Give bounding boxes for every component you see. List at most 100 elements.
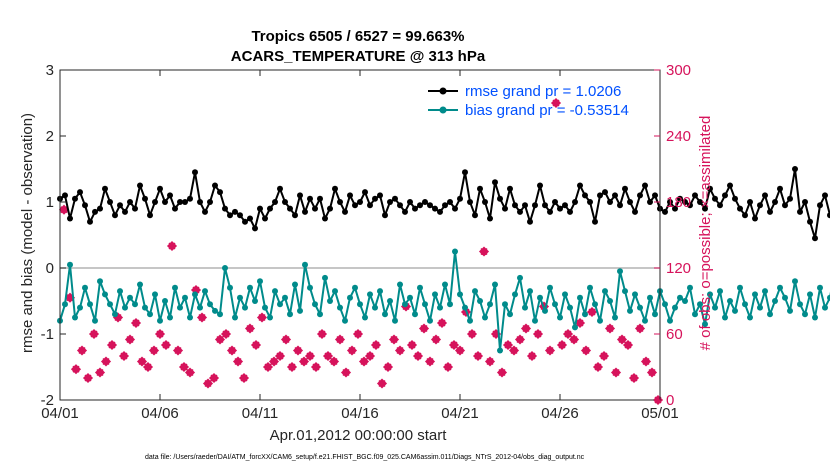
obs-count-marker bbox=[160, 339, 172, 351]
obs-count-marker bbox=[622, 339, 634, 351]
bias-point bbox=[452, 248, 458, 255]
bias-point bbox=[272, 288, 278, 295]
rmse-point bbox=[757, 202, 763, 209]
bias-point bbox=[487, 301, 493, 308]
obs-count-marker bbox=[280, 334, 292, 345]
rmse-point bbox=[817, 202, 823, 209]
rmse-point bbox=[652, 192, 658, 199]
bias-point bbox=[792, 278, 798, 285]
rmse-point bbox=[642, 182, 648, 189]
obs-count-marker bbox=[592, 361, 604, 373]
bias-point bbox=[287, 311, 293, 318]
rmse-point bbox=[637, 192, 643, 199]
bias-point bbox=[352, 284, 358, 291]
bias-point bbox=[762, 288, 768, 295]
bias-point bbox=[282, 294, 288, 301]
rmse-point bbox=[442, 202, 448, 209]
bias-point bbox=[597, 317, 603, 324]
bias-point bbox=[517, 274, 523, 281]
bias-point bbox=[297, 307, 303, 314]
obs-count-marker bbox=[298, 356, 310, 367]
bias-point bbox=[777, 284, 783, 291]
obs-count-marker bbox=[124, 334, 136, 345]
obs-count-marker bbox=[250, 339, 262, 351]
bias-point bbox=[457, 291, 463, 298]
obs-count-marker bbox=[244, 323, 256, 334]
y-tick-label-left: 1 bbox=[46, 194, 54, 211]
bias-point bbox=[467, 317, 473, 324]
bias-point bbox=[157, 317, 163, 324]
bias-point bbox=[692, 311, 698, 318]
rmse-point bbox=[102, 185, 108, 192]
rmse-point bbox=[192, 169, 198, 176]
rmse-point bbox=[402, 208, 408, 215]
y-tick-label-right: 180 bbox=[666, 194, 691, 211]
rmse-point bbox=[762, 192, 768, 199]
bias-point bbox=[192, 291, 198, 298]
legend: rmse grand pr = 1.0206 bias grand pr = -… bbox=[428, 83, 629, 119]
bias-point bbox=[72, 314, 78, 321]
obs-count-marker bbox=[514, 334, 526, 345]
bias-point bbox=[232, 314, 238, 321]
rmse-point bbox=[492, 179, 498, 186]
rmse-point bbox=[802, 199, 808, 205]
obs-count-marker bbox=[526, 350, 538, 362]
bias-point bbox=[602, 288, 608, 295]
rmse-point bbox=[332, 185, 338, 192]
obs-count-marker bbox=[448, 339, 460, 351]
obs-count-marker bbox=[166, 240, 178, 252]
rmse-point bbox=[572, 199, 578, 205]
rmse-point bbox=[472, 212, 478, 219]
rmse-point bbox=[547, 208, 553, 215]
x-tick-label: 04/06 bbox=[141, 405, 179, 422]
y-axis-label-right: # of obs: o=possible; ×=assimilated bbox=[697, 116, 714, 351]
bias-point bbox=[97, 278, 103, 285]
bias-point bbox=[147, 311, 153, 318]
obs-count-marker bbox=[556, 339, 568, 351]
legend-rmse-marker bbox=[439, 87, 447, 95]
bias-point bbox=[77, 304, 83, 311]
obs-count-marker bbox=[172, 345, 184, 356]
obs-count-marker bbox=[628, 372, 640, 384]
rmse-point bbox=[377, 192, 383, 199]
rmse-point bbox=[617, 202, 623, 209]
rmse-point bbox=[747, 199, 753, 205]
rmse-point bbox=[257, 205, 263, 212]
bias-point bbox=[527, 288, 533, 295]
obs-count-marker bbox=[496, 367, 508, 378]
bias-point bbox=[727, 298, 733, 304]
obs-count-marker bbox=[268, 356, 280, 367]
obs-count-marker bbox=[226, 345, 238, 356]
rmse-point bbox=[627, 199, 633, 205]
bias-point bbox=[537, 294, 543, 301]
rmse-point bbox=[452, 205, 458, 212]
rmse-point bbox=[692, 192, 698, 199]
obs-count-marker bbox=[118, 350, 130, 362]
bias-point bbox=[557, 314, 563, 321]
bias-point bbox=[347, 294, 353, 301]
bias-point bbox=[472, 288, 478, 295]
rmse-point bbox=[147, 212, 153, 219]
bias-point bbox=[337, 304, 343, 311]
bias-point bbox=[652, 311, 658, 318]
bias-point bbox=[587, 284, 593, 291]
y-tick-label-right: 60 bbox=[666, 326, 683, 343]
bias-point bbox=[432, 291, 438, 298]
bias-point bbox=[172, 284, 178, 291]
rmse-point bbox=[72, 195, 78, 202]
rmse-point bbox=[387, 199, 393, 205]
bias-point bbox=[312, 301, 318, 308]
rmse-point bbox=[562, 202, 568, 209]
rmse-point bbox=[582, 192, 588, 199]
obs-count-marker bbox=[640, 356, 652, 367]
rmse-point bbox=[182, 199, 188, 205]
bias-point bbox=[807, 291, 813, 298]
obs-count-marker bbox=[136, 356, 148, 367]
bias-point bbox=[672, 304, 678, 311]
bias-point bbox=[207, 301, 213, 308]
rmse-point bbox=[87, 218, 93, 225]
rmse-point bbox=[727, 182, 733, 189]
bias-point bbox=[447, 301, 453, 308]
obs-count-marker bbox=[388, 334, 400, 345]
legend-rmse-label: rmse grand pr = 1.0206 bbox=[465, 83, 621, 100]
